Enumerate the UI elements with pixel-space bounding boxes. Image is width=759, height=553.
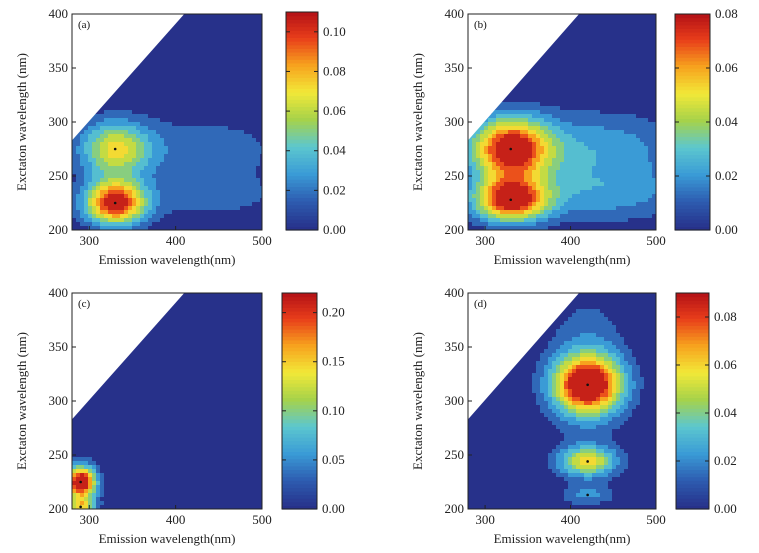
y-tick-label: 350 bbox=[445, 339, 465, 354]
x-tick-label: 400 bbox=[166, 512, 186, 527]
peak-marker bbox=[586, 383, 589, 387]
y-tick-label: 200 bbox=[49, 222, 69, 237]
colorbar-tick-label: 0.10 bbox=[322, 403, 345, 418]
colorbar-tick-label: 0.00 bbox=[714, 501, 737, 516]
colorbar-tick-label: 0.15 bbox=[322, 354, 345, 369]
y-tick-label: 300 bbox=[49, 393, 69, 408]
y-tick-label: 250 bbox=[445, 168, 465, 183]
heatmap-field bbox=[72, 14, 262, 230]
panel-label: (d) bbox=[474, 298, 487, 310]
colorbar-tick-label: 0.20 bbox=[322, 305, 345, 320]
peak-marker bbox=[113, 201, 117, 205]
masked-region bbox=[468, 14, 580, 141]
peak-marker bbox=[79, 505, 82, 509]
colorbar-frame bbox=[281, 292, 318, 510]
colorbar-tick-label: 0.06 bbox=[714, 357, 737, 372]
panel-label: (b) bbox=[474, 19, 487, 31]
x-tick-label: 500 bbox=[252, 233, 272, 248]
colorbar-tick-label: 0.00 bbox=[323, 222, 346, 237]
colorbar-tick-label: 0.05 bbox=[322, 452, 345, 467]
y-tick-label: 300 bbox=[49, 114, 69, 129]
colorbar: 0.00 0.02 0.04 0.06 0.08 0.10 bbox=[285, 11, 346, 237]
x-axis-label: Emission wavelength(nm) bbox=[494, 531, 631, 546]
y-tick-label: 200 bbox=[445, 222, 465, 237]
colorbar-frame bbox=[285, 11, 319, 231]
y-tick-label: 350 bbox=[49, 60, 69, 75]
x-tick-label: 300 bbox=[80, 512, 100, 527]
heatmap-field bbox=[468, 14, 656, 230]
colorbar: 0.00 0.02 0.04 0.06 0.08 bbox=[674, 6, 738, 237]
panel-c: 300 400 500 200 250 300 350 400 Emission wavelen… bbox=[14, 285, 345, 546]
x-tick-label: 300 bbox=[475, 233, 495, 248]
y-tick-label: 250 bbox=[49, 447, 69, 462]
x-tick-label: 400 bbox=[166, 233, 186, 248]
masked-region bbox=[72, 14, 185, 141]
colorbar: 0.00 0.02 0.04 0.06 0.08 bbox=[675, 292, 737, 516]
y-tick-label: 250 bbox=[49, 168, 69, 183]
x-tick-label: 400 bbox=[561, 233, 581, 248]
y-axis-label: Exctaton wavelength (nm) bbox=[14, 332, 29, 470]
x-axis-label: Emission wavelength(nm) bbox=[494, 252, 631, 267]
panel-d: 300 400 500 200 250 300 350 400 Emission wavelen… bbox=[410, 285, 737, 546]
y-tick-label: 350 bbox=[445, 60, 465, 75]
y-tick-label: 200 bbox=[49, 501, 69, 516]
colorbar-tick-label: 0.02 bbox=[323, 182, 346, 197]
colorbar-tick-label: 0.00 bbox=[322, 501, 345, 516]
colorbar: 0.00 0.05 0.10 0.15 0.20 bbox=[281, 292, 345, 516]
x-tick-label: 500 bbox=[646, 233, 666, 248]
colorbar-tick-label: 0.06 bbox=[323, 103, 346, 118]
y-axis-label: Exctaton wavelength (nm) bbox=[410, 53, 425, 191]
colorbar-tick-label: 0.10 bbox=[323, 24, 346, 39]
y-axis-label: Exctaton wavelength (nm) bbox=[14, 53, 29, 191]
x-tick-label: 400 bbox=[561, 512, 581, 527]
y-axis-label: Exctaton wavelength (nm) bbox=[410, 332, 425, 470]
peak-marker bbox=[509, 147, 513, 151]
masked-region bbox=[468, 293, 580, 420]
heatmap-field bbox=[72, 293, 262, 509]
y-tick-label: 350 bbox=[49, 339, 69, 354]
colorbar-tick-label: 0.08 bbox=[714, 309, 737, 324]
y-tick-label: 400 bbox=[49, 285, 69, 300]
y-tick-label: 400 bbox=[445, 6, 465, 21]
colorbar-tick-label: 0.02 bbox=[715, 168, 738, 183]
peak-marker bbox=[509, 198, 513, 202]
peak-marker bbox=[586, 493, 589, 497]
x-tick-label: 300 bbox=[80, 233, 100, 248]
peak-marker bbox=[79, 480, 82, 484]
panel-label: (c) bbox=[78, 298, 91, 310]
colorbar-tick-label: 0.02 bbox=[714, 453, 737, 468]
y-tick-label: 400 bbox=[445, 285, 465, 300]
colorbar-tick-label: 0.04 bbox=[323, 143, 346, 158]
y-tick-label: 200 bbox=[445, 501, 465, 516]
masked-region bbox=[72, 293, 185, 420]
peak-marker bbox=[586, 460, 589, 463]
x-tick-label: 500 bbox=[646, 512, 666, 527]
colorbar-tick-label: 0.08 bbox=[715, 6, 738, 21]
panel-a: 300 400 500 200 250 300 350 400 Emission wavelen… bbox=[14, 6, 346, 267]
peak-marker bbox=[113, 147, 117, 151]
colorbar-frame bbox=[675, 292, 710, 510]
heatmap-field bbox=[468, 293, 656, 509]
y-tick-label: 250 bbox=[445, 447, 465, 462]
colorbar-tick-label: 0.06 bbox=[715, 60, 738, 75]
x-tick-label: 300 bbox=[475, 512, 495, 527]
x-axis-label: Emission wavelength(nm) bbox=[99, 252, 236, 267]
y-tick-label: 400 bbox=[49, 6, 69, 21]
x-tick-label: 500 bbox=[252, 512, 272, 527]
panel-label: (a) bbox=[78, 19, 91, 31]
panel-b: 300 400 500 200 250 300 350 400 Emission wavelen… bbox=[410, 6, 738, 267]
y-tick-label: 300 bbox=[445, 393, 465, 408]
colorbar-tick-label: 0.04 bbox=[715, 114, 738, 129]
colorbar-tick-label: 0.00 bbox=[715, 222, 738, 237]
colorbar-tick-label: 0.04 bbox=[714, 405, 737, 420]
x-axis-label: Emission wavelength(nm) bbox=[99, 531, 236, 546]
colorbar-tick-label: 0.08 bbox=[323, 63, 346, 78]
y-tick-label: 300 bbox=[445, 114, 465, 129]
